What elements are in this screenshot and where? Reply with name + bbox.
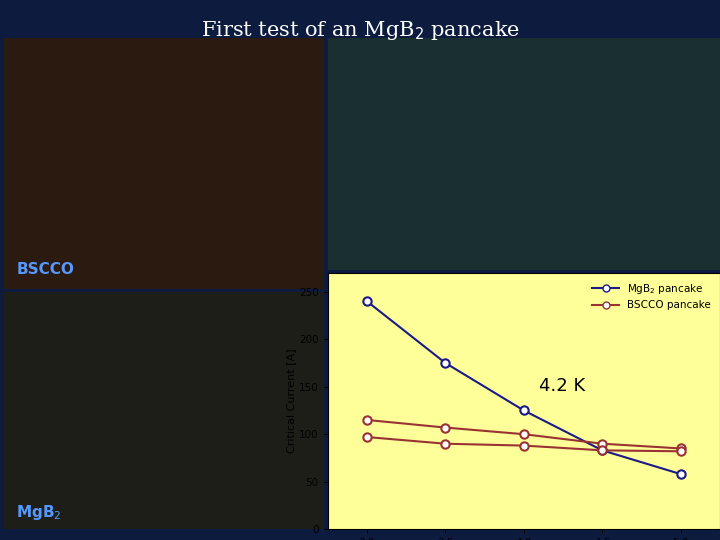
Legend: MgB$_2$ pancake, BSCCO pancake: MgB$_2$ pancake, BSCCO pancake [588, 278, 715, 314]
Text: MgB$_2$: MgB$_2$ [17, 503, 62, 522]
Text: 4.2 K: 4.2 K [539, 377, 586, 395]
Y-axis label: Critical Current [A]: Critical Current [A] [286, 349, 296, 453]
Text: First test of an MgB$_2$ pancake: First test of an MgB$_2$ pancake [201, 19, 519, 42]
Text: BSCCO: BSCCO [17, 262, 74, 277]
